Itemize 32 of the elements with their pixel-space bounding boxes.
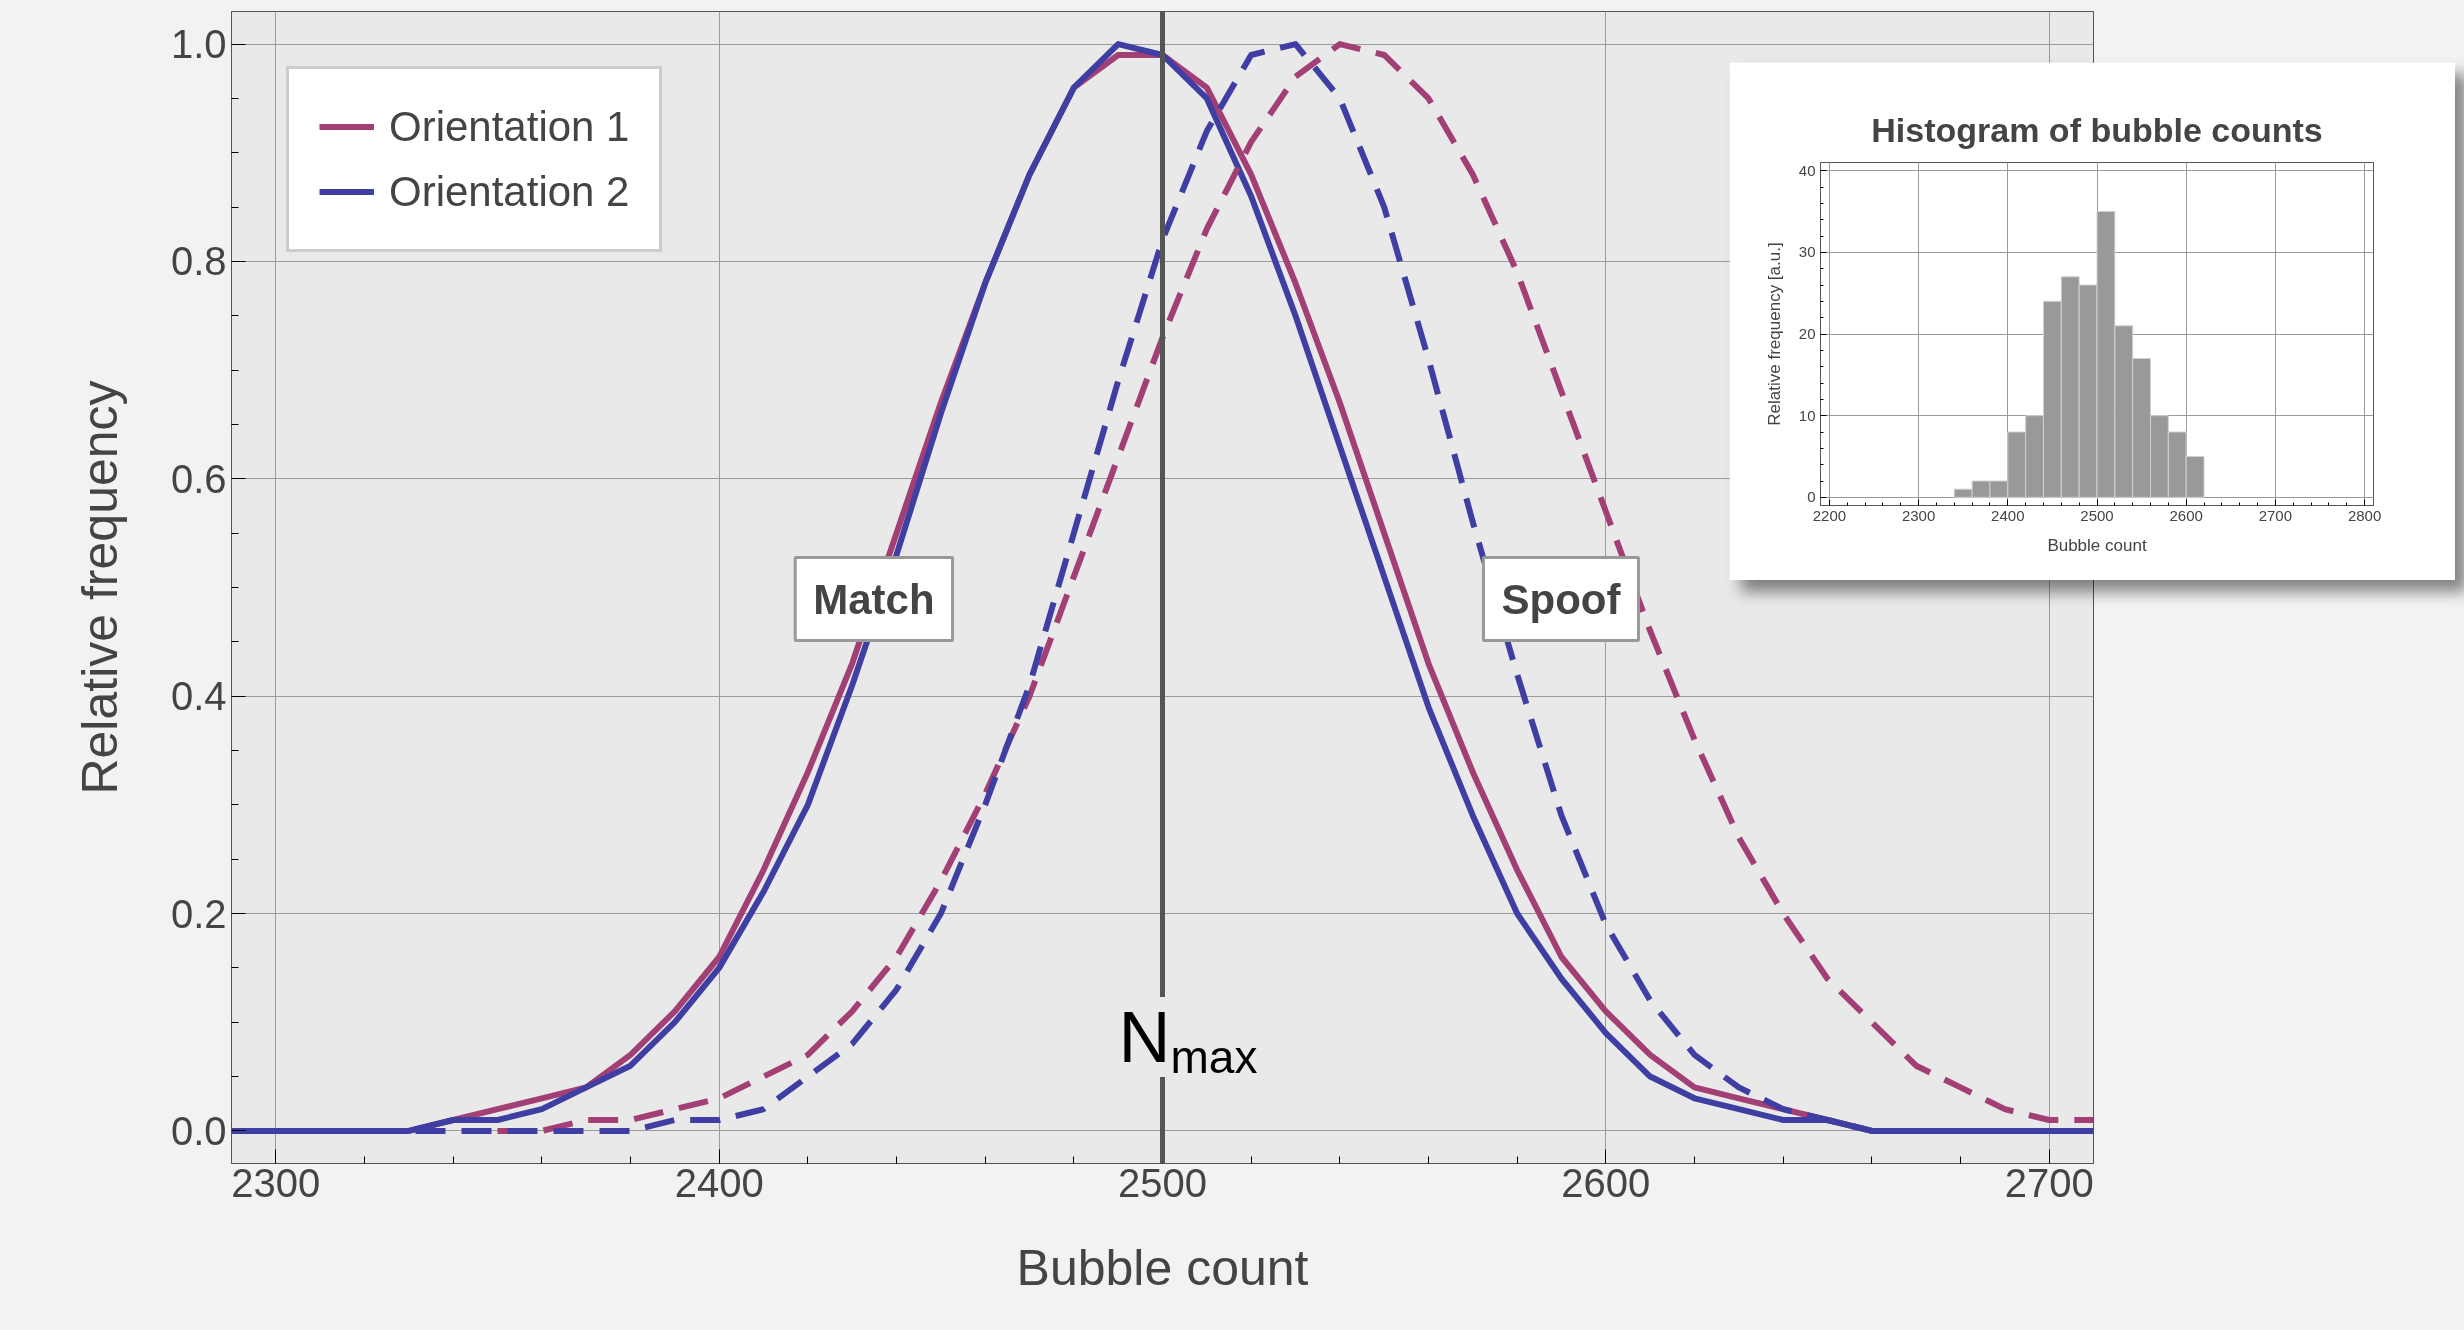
y-axis-title: Relative frequency (71, 380, 128, 795)
x-tick-label: 2300 (231, 1160, 321, 1205)
x-tick-label: 2400 (674, 1160, 764, 1205)
annotation: Spoof (1501, 575, 1622, 623)
x-tick-label: 2600 (2169, 506, 2203, 524)
annotation: Match (813, 575, 935, 623)
x-tick-label: 2500 (2080, 506, 2114, 524)
x-axis-title: Bubble count (2047, 535, 2147, 555)
chart-title: Histogram of bubble counts (1871, 110, 2323, 149)
y-tick-label: 40 (1798, 161, 1816, 179)
y-tick-label: 0.4 (170, 674, 227, 719)
x-tick-label: 2800 (2347, 506, 2382, 524)
x-tick-label: 2300 (1901, 506, 1936, 524)
y-tick-label: 0.8 (170, 239, 227, 284)
x-tick-label: 2200 (1812, 506, 1847, 524)
x-axis-title: Bubble count (1016, 1239, 1309, 1296)
y-tick-label: 1.0 (170, 22, 227, 67)
y-tick-label: 10 (1798, 406, 1816, 424)
legend-label: Orientation 2 (389, 167, 630, 216)
x-tick-label: 2700 (2258, 506, 2293, 524)
x-tick-label: 2500 (1118, 1160, 1207, 1205)
y-axis-title: Relative frequency [a.u.] (1764, 242, 1784, 426)
y-tick-label: 0.6 (170, 456, 227, 501)
x-tick-label: 2700 (2004, 1160, 2094, 1205)
legend-label: Orientation 1 (389, 102, 630, 151)
y-tick-label: 0 (1807, 488, 1816, 506)
y-tick-label: 0.0 (170, 1108, 227, 1153)
y-tick-label: 20 (1798, 325, 1816, 342)
x-tick-label: 2600 (1561, 1160, 1651, 1205)
y-tick-label: 0.2 (170, 891, 227, 936)
y-tick-label: 30 (1798, 243, 1816, 261)
x-tick-label: 2400 (1991, 506, 2025, 524)
